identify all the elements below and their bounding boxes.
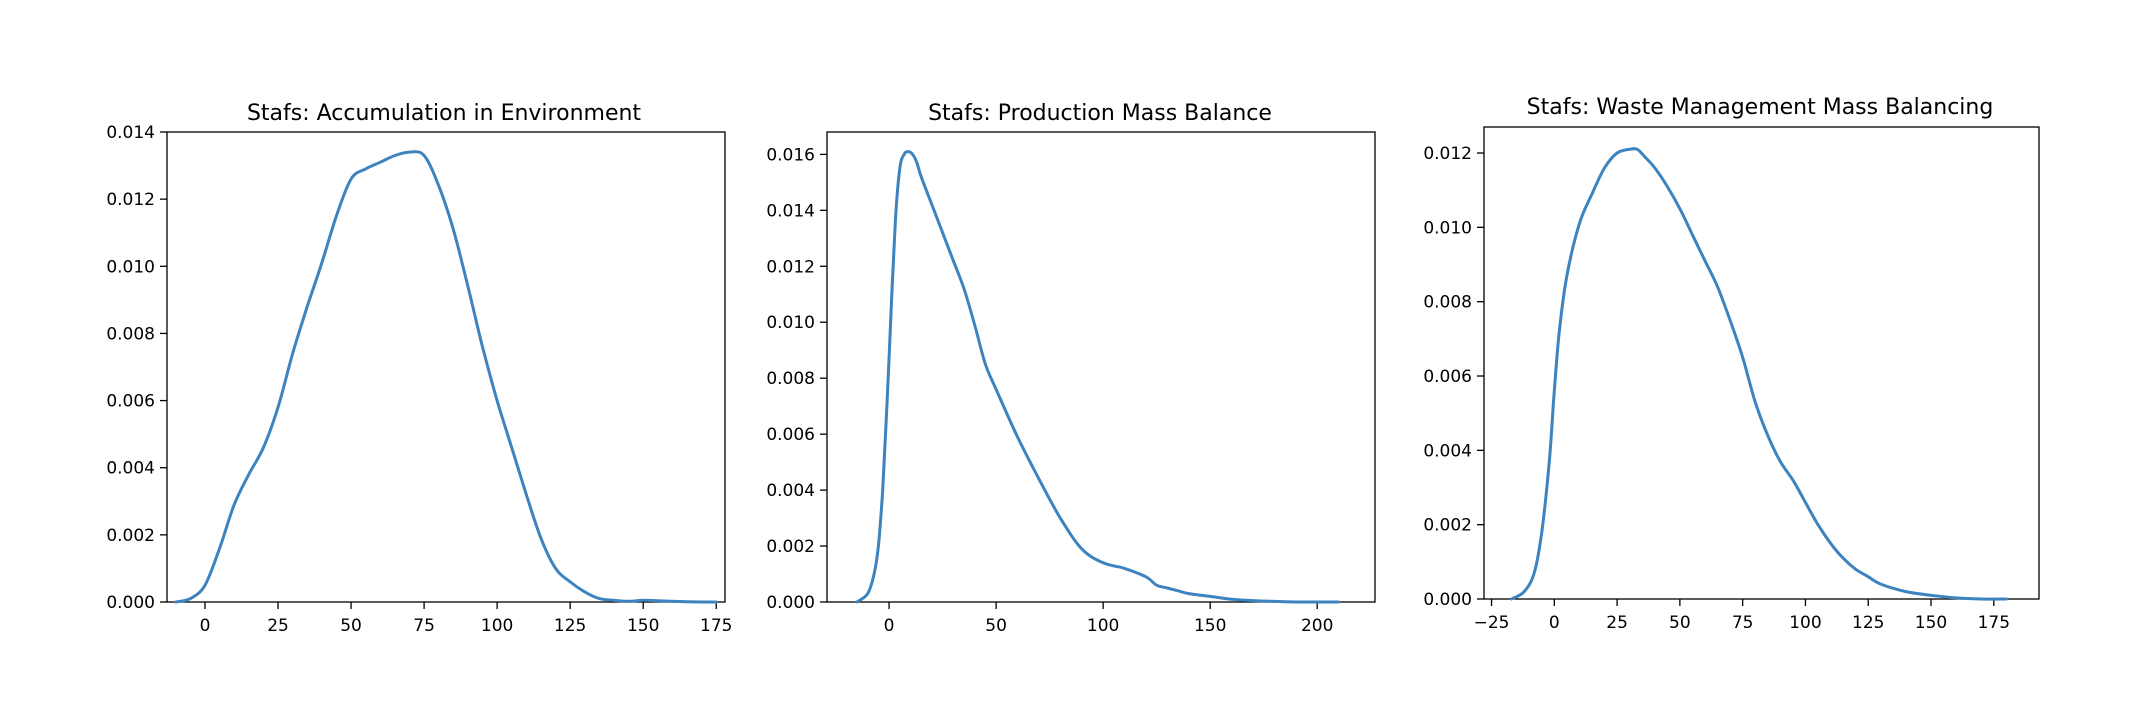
x-tick-label: 25 xyxy=(1606,613,1628,633)
plot-frame xyxy=(826,131,1376,603)
x-tick-label: 75 xyxy=(1732,613,1754,633)
x-tick-label: 175 xyxy=(700,616,732,636)
chart-title: Stafs: Accumulation in Environment xyxy=(247,101,641,126)
y-tick-label: 0.004 xyxy=(1423,441,1472,461)
x-tick-label: 25 xyxy=(267,616,289,636)
x-tick-label: 50 xyxy=(985,616,1007,636)
y-tick-label: 0.000 xyxy=(1423,590,1472,610)
x-tick-label: 150 xyxy=(627,616,659,636)
x-tick-label: 150 xyxy=(1194,616,1226,636)
y-tick-label: 0.004 xyxy=(766,481,815,501)
x-tick-label: 100 xyxy=(481,616,513,636)
chart-title: Stafs: Production Mass Balance xyxy=(928,101,1272,126)
x-tick-label: 0 xyxy=(1549,613,1560,633)
plot-marks: 0 25 50 75 100 125 150 175 0.000 0.002 0.004 0.006 0… xyxy=(106,123,732,636)
chart-title: Stafs: Waste Management Mass Balancing xyxy=(1527,95,1994,120)
y-tick-label: 0.014 xyxy=(106,123,155,143)
y-tick-label: 0.000 xyxy=(766,593,815,613)
y-tick-label: 0.008 xyxy=(106,324,155,344)
plot-frame xyxy=(166,131,726,603)
y-tick-label: 0.006 xyxy=(106,392,155,412)
y-tick-label: 0.002 xyxy=(1423,516,1472,536)
density-curve xyxy=(855,150,1341,604)
chart-panel-waste: Stafs: Waste Management Mass Balancing −… xyxy=(1423,95,2040,633)
x-tick-label: 75 xyxy=(413,616,435,636)
y-tick-label: 0.006 xyxy=(766,425,815,445)
x-tick-label: 150 xyxy=(1915,613,1947,633)
y-tick-label: 0.002 xyxy=(106,526,155,546)
density-curve xyxy=(1510,147,2008,601)
y-tick-label: 0.006 xyxy=(1423,367,1472,387)
y-tick-label: 0.014 xyxy=(766,201,815,221)
chart-panel-accumulation: Stafs: Accumulation in Environment 0 25 50… xyxy=(106,101,732,636)
y-tick-label: 0.012 xyxy=(766,257,815,277)
chart-panel-production: Stafs: Production Mass Balance 0 50 100 150… xyxy=(766,101,1376,636)
y-tick-label: 0.000 xyxy=(106,593,155,613)
x-tick-label: 50 xyxy=(1669,613,1691,633)
x-tick-label: 0 xyxy=(884,616,895,636)
y-tick-label: 0.012 xyxy=(106,190,155,210)
y-tick-label: 0.010 xyxy=(766,313,815,333)
y-tick-label: 0.008 xyxy=(766,369,815,389)
x-tick-label: 175 xyxy=(1978,613,2010,633)
x-tick-label: −25 xyxy=(1474,613,1510,633)
y-tick-label: 0.010 xyxy=(1423,218,1472,238)
y-tick-label: 0.012 xyxy=(1423,144,1472,164)
y-tick-label: 0.008 xyxy=(1423,293,1472,313)
y-tick-label: 0.004 xyxy=(106,459,155,479)
x-tick-label: 125 xyxy=(1852,613,1884,633)
x-tick-label: 0 xyxy=(200,616,211,636)
x-tick-label: 50 xyxy=(340,616,362,636)
y-tick-label: 0.010 xyxy=(106,257,155,277)
x-tick-label: 125 xyxy=(554,616,586,636)
y-tick-label: 0.016 xyxy=(766,145,815,165)
x-tick-label: 100 xyxy=(1789,613,1821,633)
y-tick-label: 0.002 xyxy=(766,537,815,557)
density-curve xyxy=(174,150,718,604)
plot-frame xyxy=(1483,126,2040,600)
plot-marks: 0 50 100 150 200 0.000 0.002 0.004 0.006 0.008 0.0… xyxy=(766,145,1341,636)
plot-marks: −25 0 25 50 75 100 125 150 175 0.000 0.002 0.004 0.0… xyxy=(1423,144,2010,633)
x-tick-label: 100 xyxy=(1087,616,1119,636)
x-tick-label: 200 xyxy=(1301,616,1333,636)
